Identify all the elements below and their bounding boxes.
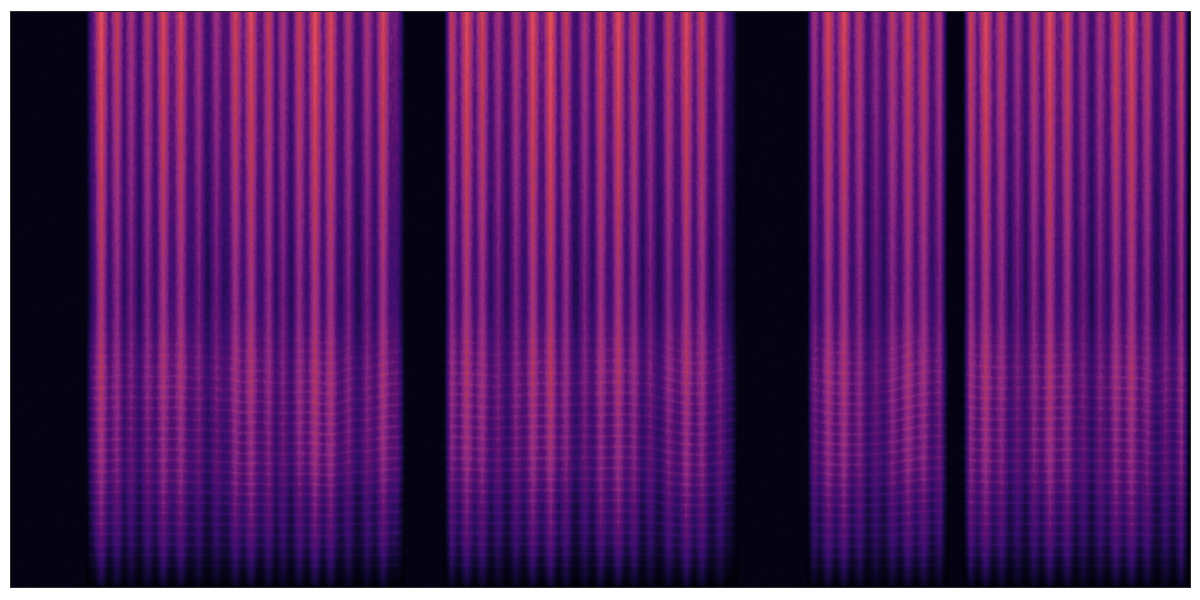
spectrogram-axes [10,11,1191,588]
spectrogram-canvas [11,12,1190,587]
spectrogram-heatmap-image [11,12,1190,587]
